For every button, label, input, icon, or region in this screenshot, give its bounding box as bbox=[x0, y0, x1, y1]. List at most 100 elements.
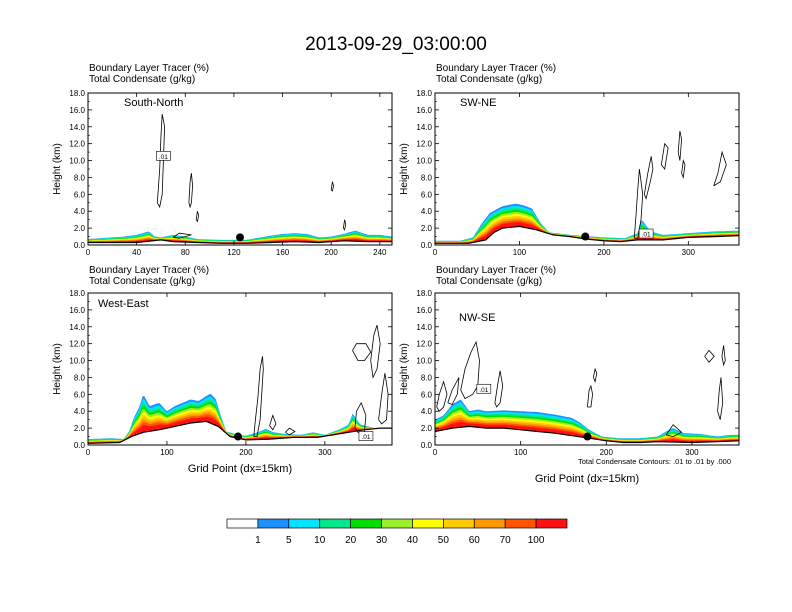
y-tick-label: 0.0 bbox=[74, 241, 86, 250]
condensate-contour bbox=[354, 401, 367, 433]
y-tick-label: 14.0 bbox=[69, 323, 85, 332]
x-tick-label: 200 bbox=[325, 248, 339, 257]
colorbar-bin bbox=[443, 518, 475, 529]
y-tick-label: 0.0 bbox=[421, 441, 433, 450]
panel-header-line-1: Boundary Layer Tracer (%) bbox=[89, 63, 209, 74]
y-tick-label: 18.0 bbox=[416, 289, 432, 298]
condensate-contour bbox=[195, 211, 200, 223]
panel-name: West-East bbox=[98, 298, 149, 310]
y-tick-label: 10.0 bbox=[69, 157, 85, 166]
location-dot bbox=[234, 432, 243, 441]
y-tick-label: 12.0 bbox=[416, 140, 432, 149]
tracer-band-6 bbox=[435, 414, 739, 443]
tracer-band-9 bbox=[88, 416, 392, 444]
plot-area: .01 bbox=[435, 340, 739, 444]
terrain-line bbox=[435, 225, 739, 244]
y-tick-label: 8.0 bbox=[74, 373, 86, 382]
x-tick-label: 200 bbox=[239, 448, 253, 457]
panel-header-line-2: Total Condensate (g/kg) bbox=[89, 74, 195, 85]
plot-frame bbox=[434, 92, 740, 246]
location-dot bbox=[581, 232, 590, 241]
colorbar-bin bbox=[226, 518, 259, 529]
tracer-band-9 bbox=[435, 421, 739, 443]
colorbar-tick-label: 50 bbox=[438, 535, 450, 546]
condensate-contour bbox=[172, 232, 192, 239]
colorbar-tick-label: 1 bbox=[255, 535, 261, 546]
y-tick-label: 18.0 bbox=[69, 89, 85, 98]
colorbar-bin bbox=[473, 518, 506, 529]
panel-sw-ne: Boundary Layer Tracer (%) Total Condensa… bbox=[399, 63, 740, 257]
contour-label-box bbox=[638, 228, 654, 239]
y-tick-label: 10.0 bbox=[416, 357, 432, 366]
condensate-contour bbox=[253, 356, 264, 437]
x-tick-label: 160 bbox=[276, 248, 290, 257]
x-tick-label: 0 bbox=[433, 448, 438, 457]
y-tick-label: 14.0 bbox=[416, 123, 432, 132]
tracer-band-7 bbox=[435, 416, 739, 443]
contour-label-box bbox=[358, 431, 374, 441]
contour-label-box bbox=[476, 383, 492, 394]
condensate-contour bbox=[644, 156, 654, 200]
colorbar-tick-label: 5 bbox=[286, 535, 292, 546]
panel-header-line-2: Total Condensate (g/kg) bbox=[436, 276, 542, 287]
panel-south-north: Boundary Layer Tracer (%) Total Condensa… bbox=[52, 63, 393, 257]
condensate-contour bbox=[269, 414, 277, 431]
colorbar-bin bbox=[257, 518, 290, 529]
contour-label: .01 bbox=[159, 154, 168, 161]
terrain-line bbox=[88, 420, 392, 444]
plot-frame bbox=[87, 92, 393, 246]
panel-header-line-1: Boundary Layer Tracer (%) bbox=[436, 63, 556, 74]
colorbar: 1 5 10 20 30 40 50 60 70 100 bbox=[226, 518, 568, 546]
colorbar-tick-label: 60 bbox=[469, 535, 481, 546]
y-tick-label: 18.0 bbox=[416, 89, 432, 98]
y-tick-label: 2.0 bbox=[421, 424, 433, 433]
condensate-contour bbox=[352, 343, 372, 361]
x-tick-label: 120 bbox=[227, 248, 241, 257]
x-tick-label: 100 bbox=[513, 248, 527, 257]
y-tick-label: 10.0 bbox=[69, 357, 85, 366]
condensate-contour bbox=[721, 345, 726, 367]
location-dot bbox=[236, 233, 244, 242]
condensate-contour bbox=[460, 340, 480, 400]
tracer-band-5 bbox=[435, 411, 739, 443]
y-axis-label: Height (km) bbox=[52, 343, 63, 395]
condensate-contour bbox=[704, 349, 715, 363]
x-tick-label: 300 bbox=[685, 448, 699, 457]
condensate-contour bbox=[717, 377, 724, 420]
x-tick-label: 200 bbox=[597, 248, 611, 257]
colorbar-tick-label: 10 bbox=[314, 535, 326, 546]
x-tick-label: 100 bbox=[160, 448, 174, 457]
condensate-contour bbox=[677, 130, 683, 161]
panel-header-line-2: Total Condensate (g/kg) bbox=[89, 276, 195, 287]
terrain-line bbox=[88, 239, 392, 244]
panel-header-line-1: Boundary Layer Tracer (%) bbox=[89, 265, 209, 276]
contour-label: .01 bbox=[361, 434, 370, 441]
x-tick-label: 240 bbox=[373, 248, 387, 257]
condensate-contour bbox=[494, 370, 504, 408]
y-tick-label: 6.0 bbox=[421, 190, 433, 199]
y-tick-label: 2.0 bbox=[421, 224, 433, 233]
x-tick-label: 300 bbox=[318, 448, 332, 457]
y-tick-label: 12.0 bbox=[416, 340, 432, 349]
y-tick-label: 6.0 bbox=[74, 390, 86, 399]
x-tick-label: 0 bbox=[86, 248, 91, 257]
x-tick-label: 100 bbox=[514, 448, 528, 457]
condensate-contour bbox=[447, 377, 460, 406]
condensate-contour bbox=[370, 324, 381, 379]
condensate-contour bbox=[378, 373, 389, 425]
y-tick-label: 10.0 bbox=[416, 157, 432, 166]
panel-name: NW-SE bbox=[459, 312, 495, 324]
condensate-contour bbox=[436, 380, 448, 412]
colorbar-bin bbox=[504, 518, 537, 529]
colorbar-bin bbox=[535, 518, 568, 529]
y-tick-label: 8.0 bbox=[74, 173, 86, 182]
y-tick-label: 0.0 bbox=[421, 241, 433, 250]
y-axis-label: Height (km) bbox=[399, 343, 410, 395]
y-tick-label: 4.0 bbox=[421, 207, 433, 216]
condensate-contour bbox=[681, 159, 686, 179]
y-tick-label: 12.0 bbox=[69, 140, 85, 149]
y-axis-label: Height (km) bbox=[399, 143, 410, 195]
figure-title: 2013-09-29_03:00:00 bbox=[305, 34, 487, 55]
y-tick-label: 6.0 bbox=[421, 390, 433, 399]
